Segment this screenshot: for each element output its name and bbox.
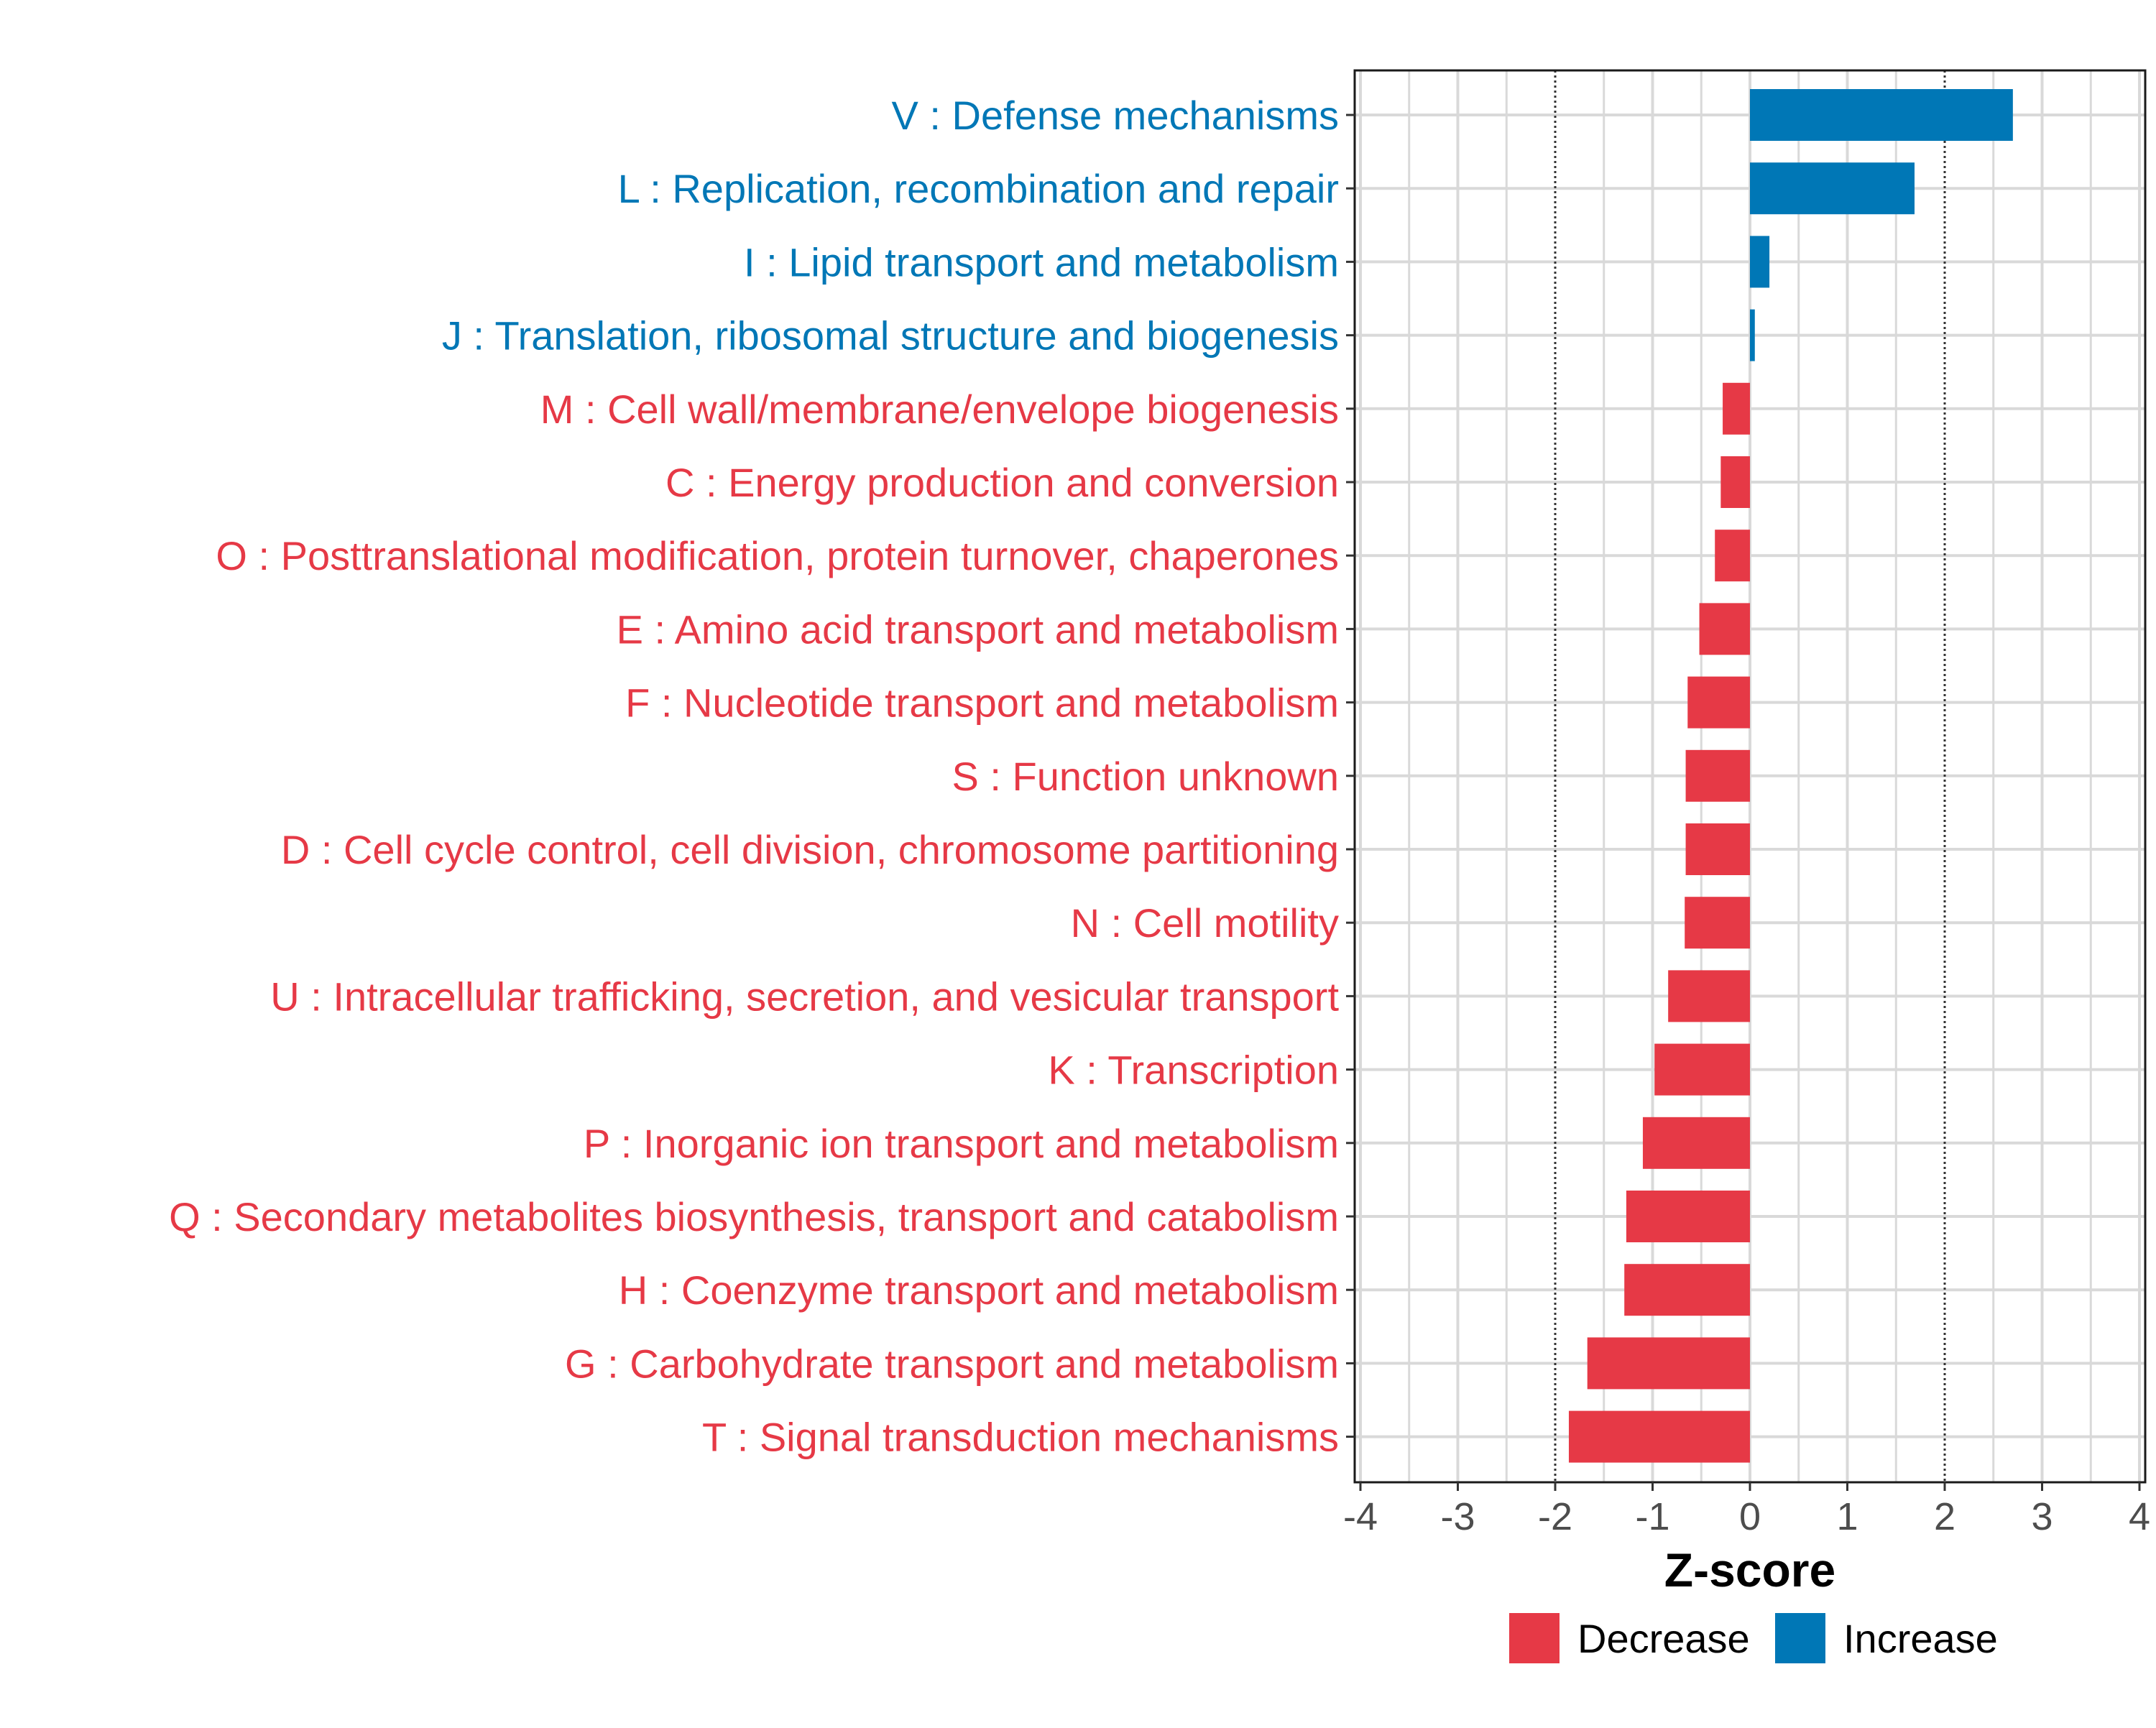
bar-d[interactable] [1685, 823, 1750, 875]
category-label: I : Lipid transport and metabolism [744, 239, 1339, 285]
category-label: P : Inorganic ion transport and metaboli… [584, 1121, 1339, 1166]
bar-s[interactable] [1685, 749, 1750, 802]
bar-q[interactable] [1626, 1191, 1750, 1242]
category-label: N : Cell motility [1071, 900, 1339, 946]
bar-c[interactable] [1720, 456, 1750, 508]
category-label: F : Nucleotide transport and metabolism [625, 680, 1339, 726]
x-axis-title: Z-score [1664, 1543, 1835, 1597]
x-tick-label: 1 [1836, 1495, 1858, 1538]
bar-g[interactable] [1587, 1337, 1750, 1390]
bars [1568, 89, 2013, 1463]
x-tick-label: -4 [1343, 1495, 1378, 1538]
x-tick-label: -3 [1440, 1495, 1475, 1538]
category-label: G : Carbohydrate transport and metabolis… [565, 1341, 1339, 1386]
category-label: E : Amino acid transport and metabolism [617, 606, 1339, 652]
category-label: V : Defense mechanisms [892, 93, 1339, 138]
x-tick-label: -2 [1538, 1495, 1572, 1538]
bar-f[interactable] [1687, 676, 1750, 729]
legend-label-increase: Increase [1843, 1616, 1998, 1661]
category-label: O : Posttranslational modification, prot… [216, 533, 1339, 578]
category-label: K : Transcription [1048, 1048, 1339, 1093]
bar-l[interactable] [1750, 162, 1915, 215]
bar-p[interactable] [1642, 1117, 1750, 1169]
bar-i[interactable] [1750, 236, 1770, 288]
category-label: D : Cell cycle control, cell division, c… [281, 827, 1339, 872]
category-label: U : Intracellular trafficking, secretion… [270, 974, 1339, 1019]
bar-u[interactable] [1668, 970, 1750, 1022]
category-label: J : Translation, ribosomal structure and… [442, 313, 1339, 359]
bar-t[interactable] [1568, 1410, 1750, 1463]
bar-n[interactable] [1685, 897, 1750, 949]
bar-j[interactable] [1750, 309, 1755, 361]
x-tick-label: 2 [1934, 1495, 1955, 1538]
legend-key-decrease [1509, 1613, 1560, 1663]
category-label: M : Cell wall/membrane/envelope biogenes… [540, 387, 1339, 432]
bar-m[interactable] [1723, 382, 1750, 435]
category-label: C : Energy production and conversion [665, 460, 1339, 505]
category-label: L : Replication, recombination and repai… [618, 166, 1339, 211]
category-label: S : Function unknown [952, 754, 1339, 799]
bar-v[interactable] [1750, 89, 2013, 141]
bar-e[interactable] [1699, 603, 1750, 655]
bar-k[interactable] [1654, 1043, 1750, 1096]
x-tick-label: 3 [2031, 1495, 2053, 1538]
legend-label-decrease: Decrease [1577, 1616, 1750, 1661]
bar-o[interactable] [1715, 530, 1750, 582]
x-tick-label: 0 [1739, 1495, 1761, 1538]
legend: Decrease Increase [1509, 1613, 1998, 1663]
x-tick-label: 4 [2129, 1495, 2150, 1538]
x-tick-label: -1 [1635, 1495, 1669, 1538]
category-label: Q : Secondary metabolites biosynthesis, … [169, 1194, 1339, 1239]
category-label: T : Signal transduction mechanisms [702, 1415, 1339, 1460]
legend-key-increase [1775, 1613, 1825, 1663]
category-label: H : Coenzyme transport and metabolism [619, 1267, 1339, 1313]
bar-h[interactable] [1624, 1264, 1750, 1316]
